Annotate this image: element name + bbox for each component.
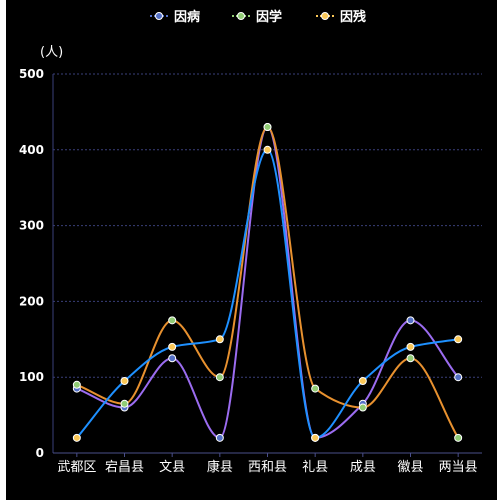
chart-panel — [6, 0, 497, 500]
y-tick-label: 500 — [19, 67, 44, 81]
legend-marker — [237, 12, 245, 20]
legend-item-2[interactable]: 因残 — [316, 9, 366, 25]
data-point[interactable] — [168, 316, 177, 325]
x-tick-label: 西和县 — [248, 460, 287, 475]
data-point[interactable] — [120, 399, 129, 408]
axes: 武都区 宕昌县 文县 康县 西和县 礼县 成县 徽县 两当县 — [52, 74, 482, 475]
y-tick-label: 200 — [19, 294, 44, 308]
data-point[interactable] — [406, 354, 415, 363]
series-line-0 — [76, 126, 459, 439]
data-point[interactable] — [215, 335, 224, 344]
x-tick-label: 武都区 — [57, 460, 96, 475]
legend-marker — [155, 12, 163, 20]
x-tick-label: 成县 — [350, 460, 376, 475]
data-point[interactable] — [311, 384, 320, 393]
x-tick-label: 两当县 — [439, 460, 478, 475]
data-point[interactable] — [168, 342, 177, 351]
y-tick-label: 0 — [36, 446, 44, 460]
data-point[interactable] — [358, 403, 367, 412]
x-tick-label: 文县 — [159, 460, 185, 475]
legend[interactable]: 因病 因学 因残 — [150, 9, 366, 25]
legend-item-0[interactable]: 因病 — [150, 9, 200, 25]
y-tick-label: 300 — [19, 219, 44, 233]
series-lines — [76, 126, 460, 439]
data-points — [72, 123, 463, 442]
legend-label: 因学 — [256, 9, 282, 25]
data-point[interactable] — [263, 123, 272, 132]
x-tick-label: 礼县 — [302, 459, 328, 475]
data-point[interactable] — [168, 354, 177, 363]
data-point[interactable] — [120, 376, 129, 385]
data-point[interactable] — [72, 433, 81, 442]
data-point[interactable] — [454, 373, 463, 382]
series-line-1 — [76, 126, 460, 439]
legend-label: 因残 — [340, 9, 366, 25]
y-axis-label: (人) — [40, 45, 63, 60]
legend-marker — [321, 12, 329, 20]
x-tick-label: 徽县 — [397, 460, 423, 475]
data-point[interactable] — [406, 342, 415, 351]
data-point[interactable] — [454, 433, 463, 442]
y-tick-label: 100 — [19, 370, 44, 384]
data-point[interactable] — [358, 376, 367, 385]
data-point[interactable] — [215, 433, 224, 442]
data-point[interactable] — [215, 373, 224, 382]
data-point[interactable] — [454, 335, 463, 344]
grid-lines: 0 100 200 300 400 500 — [19, 67, 482, 460]
legend-item-1[interactable]: 因学 — [232, 9, 282, 25]
data-point[interactable] — [311, 433, 320, 442]
data-point[interactable] — [263, 145, 272, 154]
x-tick-label: 宕昌县 — [105, 460, 144, 475]
x-tick-label: 康县 — [207, 459, 233, 475]
legend-label: 因病 — [174, 9, 200, 25]
data-point[interactable] — [406, 316, 415, 325]
y-tick-label: 400 — [19, 143, 44, 157]
data-point[interactable] — [72, 380, 81, 389]
